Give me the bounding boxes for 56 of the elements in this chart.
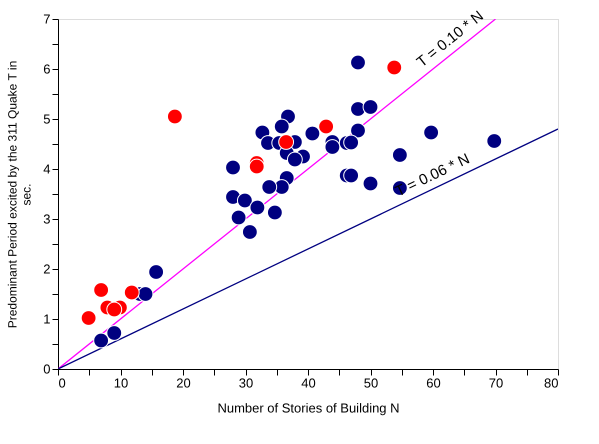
y-tick-label: 5 (43, 112, 50, 126)
y-tick-label: 0 (43, 362, 50, 376)
x-tick-label: 50 (364, 376, 378, 390)
point (266, 204, 283, 220)
y-tick-label: 3 (43, 212, 50, 226)
point (148, 264, 164, 280)
point (261, 179, 278, 195)
point (318, 118, 334, 134)
point (248, 158, 265, 174)
point (106, 325, 122, 341)
point (124, 284, 140, 300)
text: sec. (19, 183, 34, 206)
x-tick-label: 20 (176, 376, 191, 390)
annotation: T = 0.10 * N (414, 8, 487, 71)
point (304, 126, 320, 142)
x-tick-label: 80 (544, 376, 558, 390)
x-tick-label: 70 (488, 376, 504, 390)
point (362, 176, 378, 192)
annotation: T = 0.06 * N (392, 150, 472, 200)
point (236, 192, 253, 208)
point (106, 302, 122, 318)
point (278, 134, 294, 150)
point (225, 160, 241, 176)
point (274, 118, 290, 134)
x-tick-label: 10 (114, 376, 128, 390)
x-tick-label: 40 (301, 376, 316, 390)
point (362, 99, 378, 115)
point (80, 310, 97, 326)
point (350, 101, 366, 117)
x-tick-label: 30 (238, 376, 254, 390)
point (486, 133, 502, 149)
y-tick-label: 1 (43, 312, 50, 326)
point (93, 282, 110, 298)
point (93, 332, 110, 348)
point (166, 108, 183, 124)
point (324, 139, 340, 155)
point (286, 152, 303, 168)
point (392, 147, 408, 163)
point (242, 224, 258, 240)
point (343, 134, 360, 150)
x-tick-label: 0 (58, 376, 66, 390)
point (386, 60, 402, 76)
point (138, 286, 154, 302)
x-tick-label: 60 (426, 376, 441, 390)
text: Predominant Period excited by the 311 Quake T in (5, 60, 20, 328)
point (350, 122, 366, 138)
point (230, 210, 247, 226)
point (249, 200, 266, 216)
point (423, 124, 440, 140)
y-tick-label: 6 (43, 62, 50, 76)
point (343, 168, 360, 184)
y-tick-label: 4 (43, 162, 50, 176)
x-axis-title: Number of Stories of Building N (217, 400, 400, 416)
y-tick-label: 7 (43, 12, 50, 26)
y-tick-label: 2 (43, 262, 50, 276)
point (350, 54, 366, 70)
